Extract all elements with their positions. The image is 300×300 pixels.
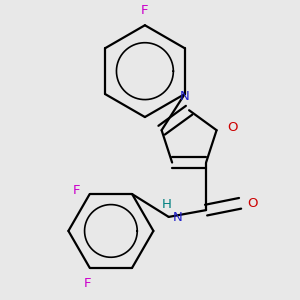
Text: F: F [73,184,80,197]
Text: O: O [248,197,258,210]
Text: O: O [227,121,237,134]
Text: N: N [180,90,190,103]
Text: N: N [173,211,182,224]
Text: F: F [84,277,92,290]
Text: F: F [141,4,149,17]
Text: H: H [162,198,172,211]
